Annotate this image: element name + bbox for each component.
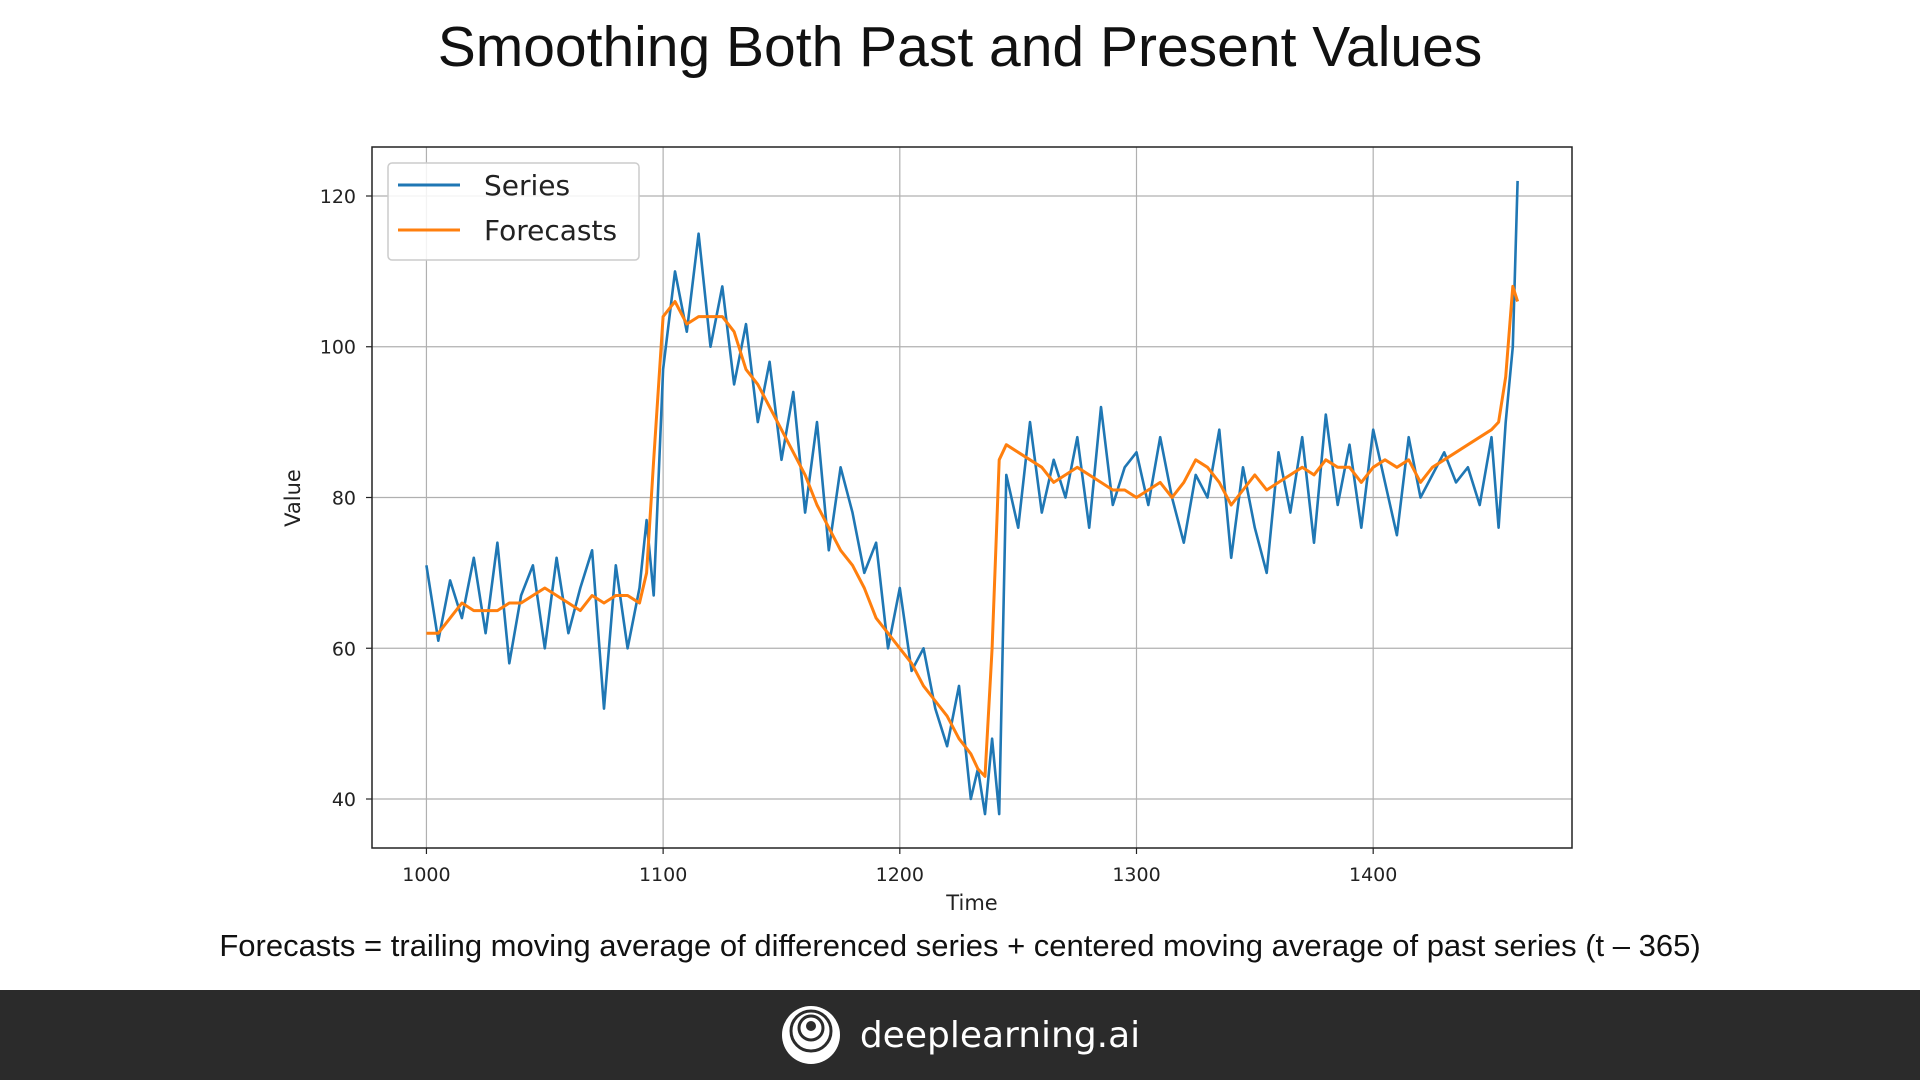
x-tick-label: 1400 — [1349, 864, 1397, 886]
legend-label-forecasts: Forecasts — [484, 214, 617, 247]
plot-frame — [371, 146, 1573, 849]
y-tick-label: 80 — [332, 488, 356, 510]
x-tick-labels: 1000 1100 1200 1300 1400 — [402, 864, 1397, 886]
y-tick-label: 40 — [332, 789, 356, 811]
x-tick-label: 1300 — [1112, 864, 1160, 886]
slide-title: Smoothing Both Past and Present Values — [437, 15, 1483, 79]
x-tick-label: 1000 — [402, 864, 450, 886]
x-tick-label: 1200 — [876, 864, 924, 886]
slide-caption: Forecasts = trailing moving average of d… — [219, 928, 1701, 963]
deeplearning-logo-icon — [781, 1006, 840, 1064]
footer-brand: deeplearning.ai — [859, 1014, 1141, 1056]
x-tick-label: 1100 — [639, 864, 687, 886]
y-tick-label: 120 — [320, 186, 356, 208]
legend-label-series: Series — [484, 169, 570, 202]
y-axis-label: Value — [281, 469, 305, 527]
x-axis-label: Time — [945, 891, 997, 915]
line-chart: 40 60 80 100 120 1000 1100 1200 1300 1400 Time V… — [281, 146, 1573, 915]
series-line-series — [425, 180, 1519, 816]
y-tick-label: 60 — [332, 638, 356, 660]
series-line-forecasts — [426, 284, 1520, 778]
legend: Series Forecasts — [387, 162, 640, 261]
footer-bar: deeplearning.ai — [0, 990, 1920, 1080]
y-tick-label: 100 — [320, 337, 356, 359]
legend-box — [387, 162, 640, 261]
series-lines — [425, 180, 1520, 816]
y-tick-labels: 40 60 80 100 120 — [320, 186, 356, 811]
